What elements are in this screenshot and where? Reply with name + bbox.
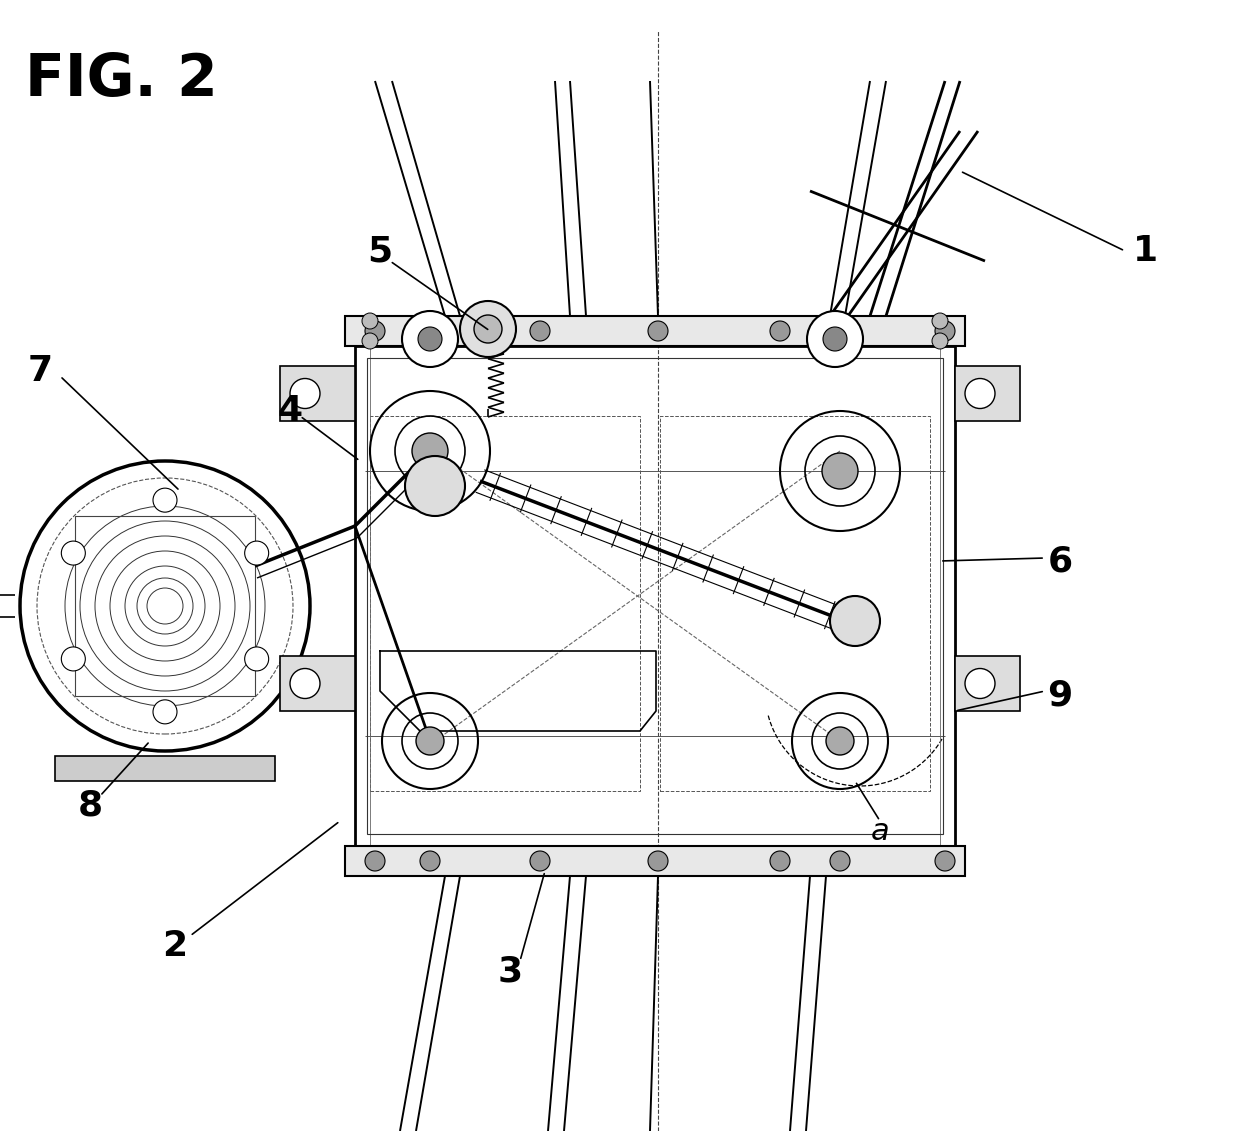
Circle shape [474,316,502,343]
Bar [345,846,965,877]
Circle shape [412,433,448,469]
Bar [955,656,1021,711]
Circle shape [290,668,320,699]
Circle shape [153,700,177,724]
Bar [74,516,255,696]
Circle shape [293,672,308,687]
Circle shape [932,333,949,349]
Circle shape [935,851,955,871]
Text: 1: 1 [1132,234,1158,268]
Circle shape [770,851,790,871]
Circle shape [529,321,551,342]
Circle shape [830,321,849,342]
Circle shape [365,851,384,871]
Circle shape [244,541,269,566]
Bar [280,656,355,711]
Circle shape [460,301,516,357]
Circle shape [415,727,444,756]
Bar [367,359,942,834]
Bar [370,416,640,791]
Text: 3: 3 [497,955,522,988]
Text: 7: 7 [27,354,52,388]
Text: FIG. 2: FIG. 2 [25,51,218,107]
Text: 5: 5 [367,234,393,268]
Circle shape [822,454,858,489]
Circle shape [290,379,320,408]
Text: 6: 6 [1048,544,1073,578]
Circle shape [529,851,551,871]
Circle shape [362,313,378,329]
Circle shape [365,321,384,342]
Bar [955,366,1021,421]
Circle shape [826,727,854,756]
Circle shape [418,327,441,351]
Circle shape [649,321,668,342]
Circle shape [830,596,880,646]
Circle shape [61,647,86,671]
Bar [55,756,275,782]
Bar [345,316,965,346]
Circle shape [61,541,86,566]
Circle shape [405,456,465,516]
Circle shape [830,851,849,871]
Circle shape [965,668,994,699]
Circle shape [935,321,955,342]
Bar [355,346,955,846]
Circle shape [420,321,440,342]
Circle shape [244,647,269,671]
Circle shape [649,851,668,871]
Circle shape [807,311,863,366]
Circle shape [362,333,378,349]
Text: 4: 4 [278,394,303,428]
Circle shape [402,311,458,366]
Text: 2: 2 [162,929,187,962]
Text: 8: 8 [77,789,103,823]
Text: 9: 9 [1048,679,1073,713]
Circle shape [770,321,790,342]
Circle shape [153,489,177,512]
Circle shape [420,851,440,871]
Circle shape [823,327,847,351]
Bar [660,416,930,791]
Bar [280,366,355,421]
Circle shape [932,313,949,329]
Circle shape [965,379,994,408]
Text: a: a [870,817,889,846]
